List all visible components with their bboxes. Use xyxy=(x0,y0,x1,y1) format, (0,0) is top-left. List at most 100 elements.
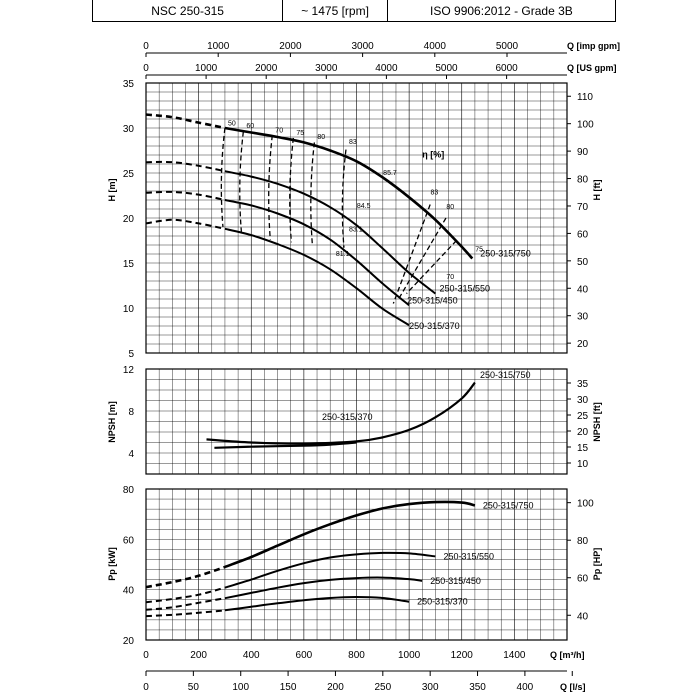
p-kw-axis-label: Pp [kW] xyxy=(107,547,117,581)
npsh-m-axis-label: NPSH [m] xyxy=(107,401,117,443)
h-ft-axis-label: H [ft] xyxy=(592,180,602,201)
efficiency-label: 70 xyxy=(446,274,454,281)
q-us-tick-label: 3000 xyxy=(315,63,338,74)
efficiency-label: 83 xyxy=(431,190,439,197)
h-m-tick-label: 25 xyxy=(123,169,135,180)
power-series-label: 250-315/370 xyxy=(417,597,468,607)
efficiency-label: 75 xyxy=(296,130,304,137)
q-us-tick-label: 4000 xyxy=(375,63,398,74)
head-series-label: 250-315/450 xyxy=(407,295,458,305)
power-curve-250-315-550 xyxy=(224,551,436,589)
p-hp-axis-label: Pp [HP] xyxy=(592,548,602,581)
efficiency-isoline xyxy=(406,240,457,295)
h-ft-tick-label: 50 xyxy=(577,257,589,268)
h-ft-tick-label: 90 xyxy=(577,147,589,158)
q-ls-axis-label: Q [l/s] xyxy=(560,682,586,692)
power-series-label: 250-315/750 xyxy=(483,500,534,510)
q-m3h-tick-label: 600 xyxy=(296,650,313,661)
p-hp-tick-label: 60 xyxy=(577,574,589,585)
q-m3h-tick-label: 800 xyxy=(348,650,365,661)
p-hp-tick-label: 80 xyxy=(577,536,589,547)
efficiency-label: 84.5 xyxy=(357,203,371,210)
h-m-tick-label: 15 xyxy=(123,259,135,270)
npsh-ft-tick-label: 35 xyxy=(577,379,589,390)
q-ls-tick-label: 200 xyxy=(327,682,344,693)
speed-label: ~ 1475 [rpm] xyxy=(283,0,388,21)
efficiency-isoline xyxy=(220,127,226,228)
h-ft-tick-label: 100 xyxy=(577,120,594,131)
efficiency-label: 83 xyxy=(349,139,357,146)
q-imp-tick-label: 3000 xyxy=(351,41,374,52)
efficiency-label: 81.1 xyxy=(336,251,350,258)
efficiency-label: 70 xyxy=(275,128,283,135)
efficiency-isoline xyxy=(310,142,316,246)
power-series-label: 250-315/450 xyxy=(430,576,481,586)
q-ls-tick-label: 300 xyxy=(422,682,439,693)
h-ft-tick-label: 20 xyxy=(577,339,589,350)
efficiency-isoline xyxy=(341,149,347,248)
q-imp-tick-label: 5000 xyxy=(496,41,519,52)
efficiency-label: 50 xyxy=(228,120,236,127)
head-curve-250-315-550 xyxy=(224,170,437,295)
npsh-ft-tick-label: 20 xyxy=(577,427,589,438)
npsh-ft-tick-label: 30 xyxy=(577,395,589,406)
q-ls-tick-label: 50 xyxy=(188,682,200,693)
power-curve-250-315-450 xyxy=(224,576,423,600)
power-curve-250-315-450-dashed xyxy=(145,597,226,611)
q-imp-tick-label: 2000 xyxy=(279,41,302,52)
q-us-tick-label: 0 xyxy=(143,63,149,74)
p-hp-tick-label: 100 xyxy=(577,499,594,510)
efficiency-label: 60 xyxy=(246,123,254,130)
q-ls-tick-label: 0 xyxy=(143,682,149,693)
npsh-ft-tick-label: 10 xyxy=(577,459,589,470)
efficiency-label: 80 xyxy=(317,134,325,141)
npsh-ft-tick-label: 15 xyxy=(577,443,589,454)
plot-frame xyxy=(145,82,568,354)
q-ls-tick-label: 400 xyxy=(517,682,534,693)
h-m-tick-label: 5 xyxy=(128,349,134,360)
q-m3h-tick-label: 1400 xyxy=(503,650,526,661)
npsh-m-tick-label: 8 xyxy=(128,407,134,418)
plot-frame xyxy=(145,368,568,475)
q-ls-tick-label: 350 xyxy=(469,682,486,693)
efficiency-label: 85.7 xyxy=(383,170,397,177)
efficiency-isoline xyxy=(289,137,294,243)
efficiency-label: 75 xyxy=(475,246,483,253)
q-ls-tick-label: 100 xyxy=(232,682,249,693)
power-curve-250-315-750-dashed xyxy=(145,565,226,589)
standard-label: ISO 9906:2012 - Grade 3B xyxy=(430,3,573,18)
head-series-label: 250-315/550 xyxy=(439,284,490,294)
head-curve-250-315-750 xyxy=(224,126,474,260)
head-series-label: 250-315/370 xyxy=(409,321,460,331)
q-us-tick-label: 2000 xyxy=(255,63,278,74)
npsh-m-tick-label: 4 xyxy=(128,449,134,460)
q-m3h-tick-label: 1200 xyxy=(451,650,474,661)
head-curve-250-315-370 xyxy=(224,227,410,326)
h-m-tick-label: 30 xyxy=(123,124,135,135)
power-curve-250-315-550-dashed xyxy=(145,586,226,604)
h-ft-tick-label: 80 xyxy=(577,175,589,186)
h-ft-tick-label: 70 xyxy=(577,202,589,213)
npsh-series-label: 250-315/370 xyxy=(322,412,373,422)
h-ft-tick-label: 30 xyxy=(577,312,589,323)
q-imp-tick-label: 0 xyxy=(143,41,149,52)
npsh-series-label: 250-315/750 xyxy=(480,370,531,380)
q-imp-tick-label: 4000 xyxy=(424,41,447,52)
q-ls-tick-label: 250 xyxy=(374,682,391,693)
q-m3h-axis-label: Q [m³/h] xyxy=(550,650,585,660)
q-m3h-tick-label: 1000 xyxy=(398,650,421,661)
h-m-tick-label: 20 xyxy=(123,214,135,225)
header-bar: NSC 250-315 ~ 1475 [rpm] ISO 9906:2012 -… xyxy=(92,0,616,22)
q-us-axis-label: Q [US gpm] xyxy=(567,63,617,73)
h-ft-tick-label: 40 xyxy=(577,284,589,295)
p-kw-tick-label: 80 xyxy=(123,485,135,496)
efficiency-axis-label: η [%] xyxy=(422,150,444,160)
head-series-label: 250-315/750 xyxy=(480,249,531,259)
power-curve-250-315-750 xyxy=(224,500,476,569)
q-m3h-tick-label: 400 xyxy=(243,650,260,661)
efficiency-label: 80 xyxy=(446,204,454,211)
head-curve-250-315-750-dashed xyxy=(145,113,226,130)
q-us-tick-label: 5000 xyxy=(435,63,458,74)
npsh-m-tick-label: 12 xyxy=(123,365,135,376)
